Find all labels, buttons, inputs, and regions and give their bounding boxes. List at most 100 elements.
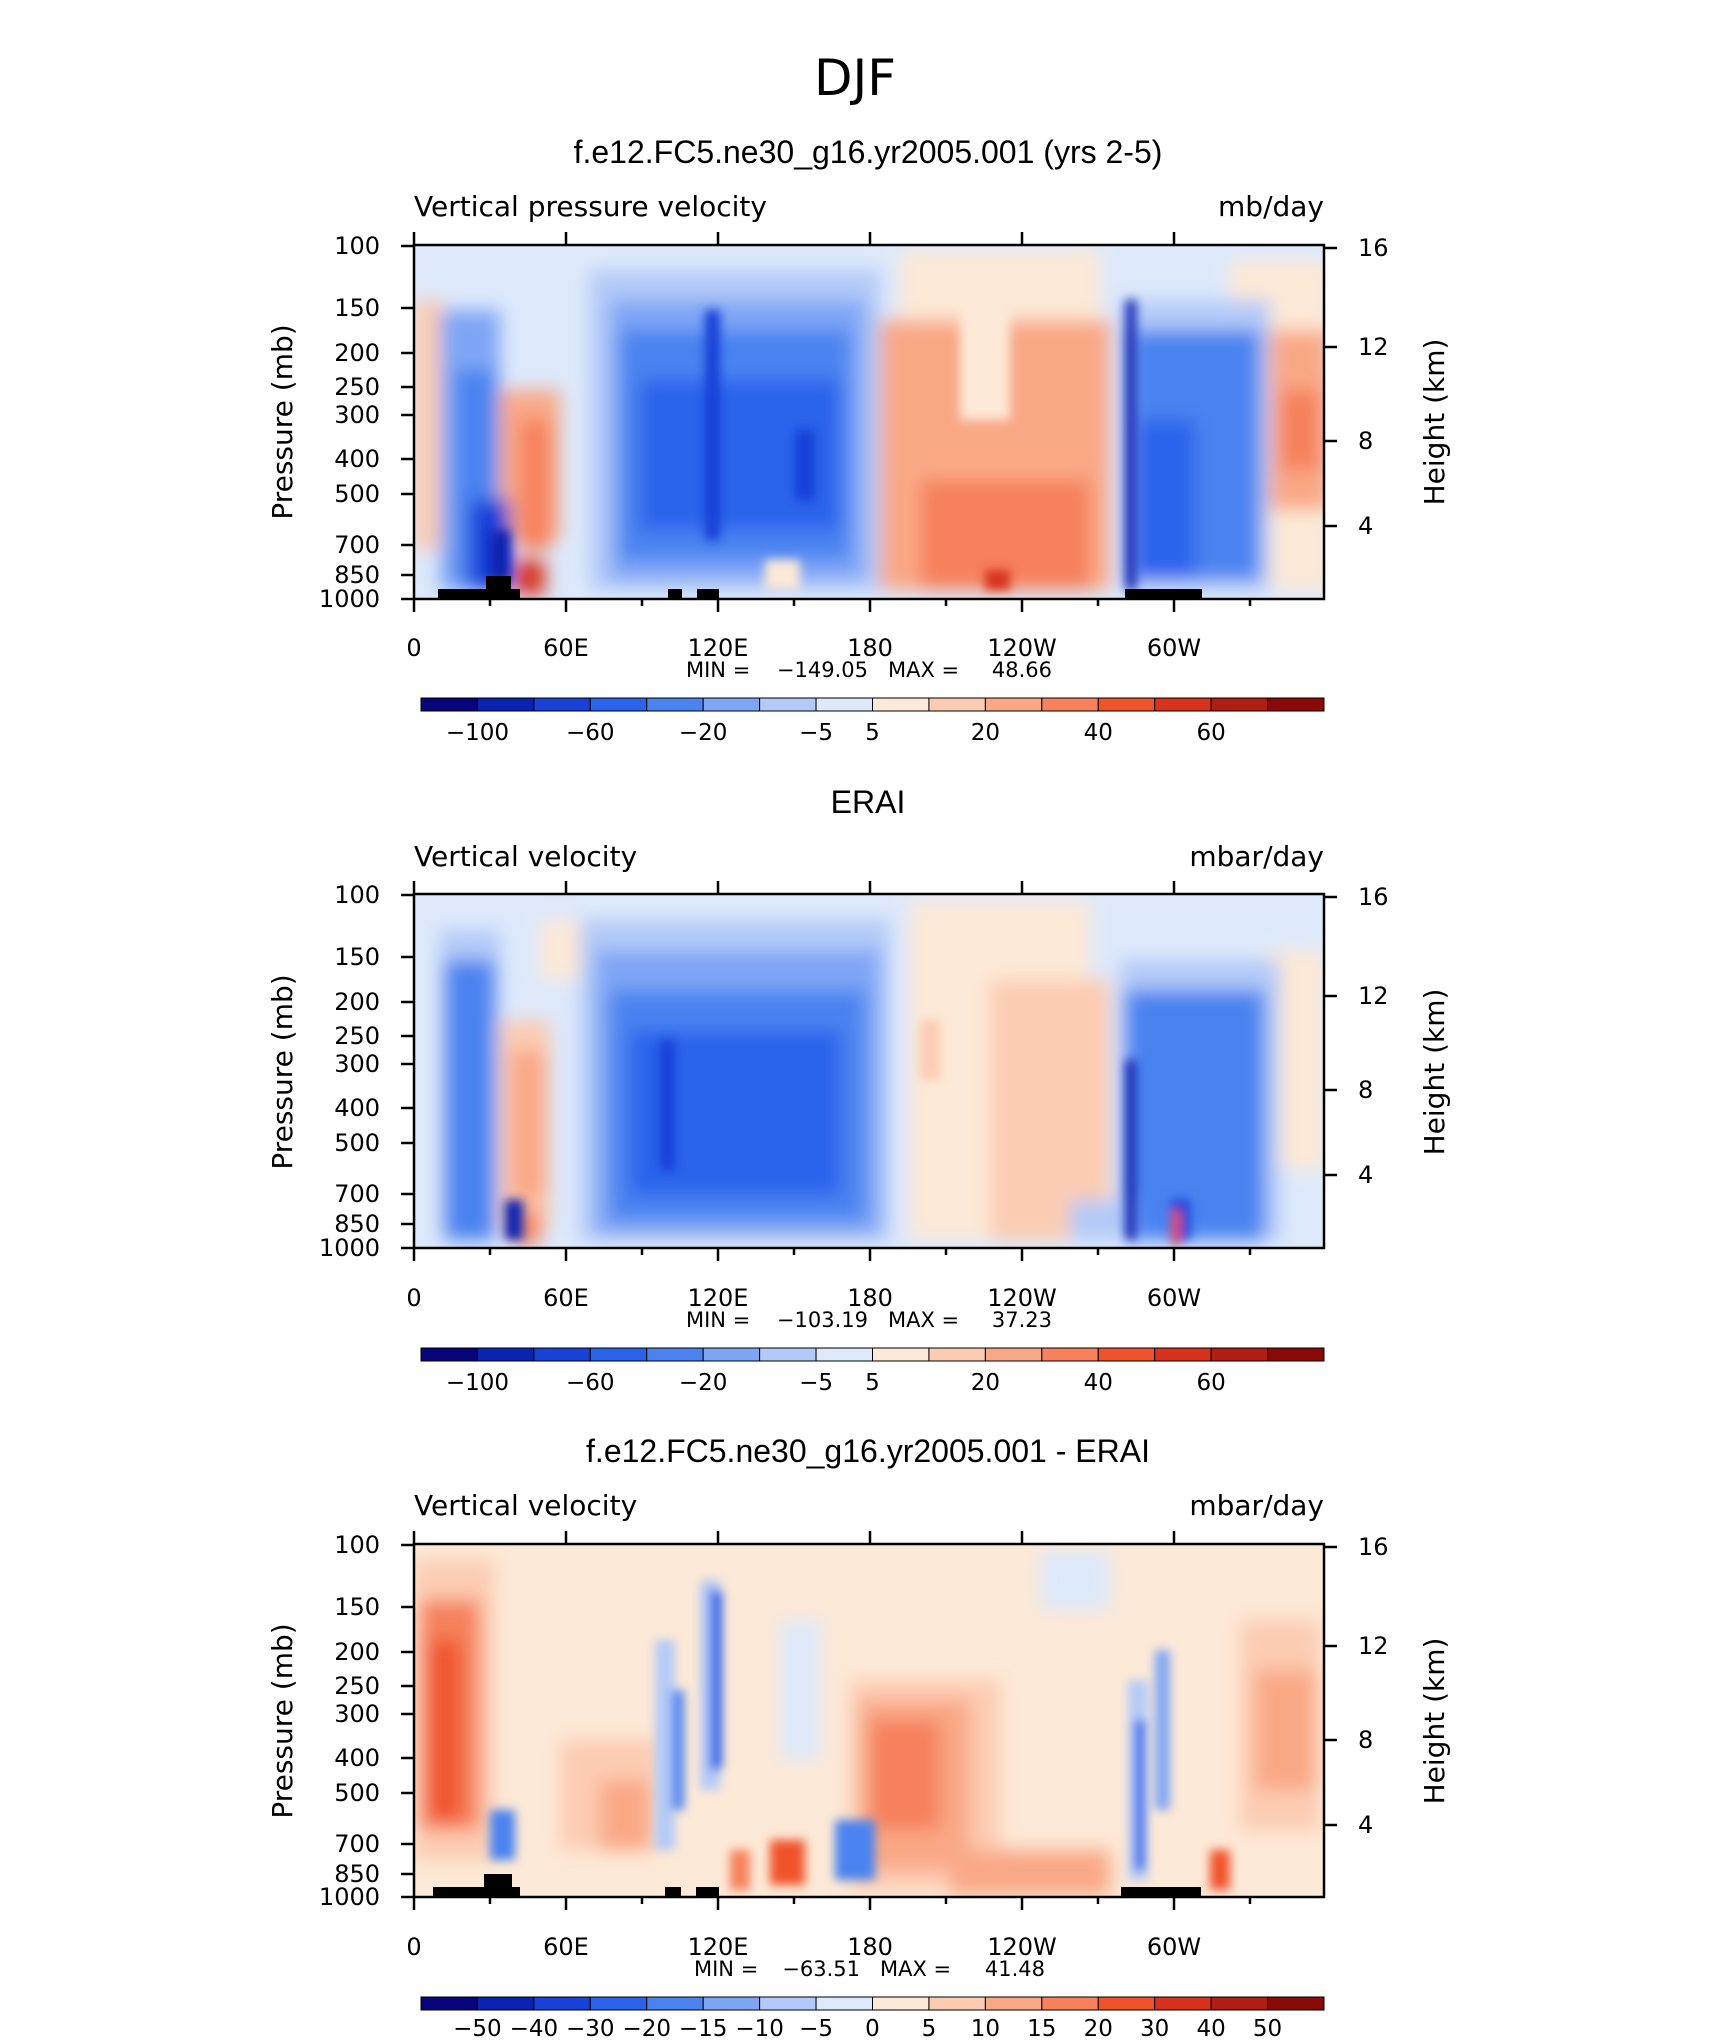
x-tick: 60W [1147,1933,1201,1961]
colorbar-swatch [420,1996,478,2011]
colorbar-label: 20 [971,720,1000,746]
height-tick: 4 [1358,1161,1373,1189]
colorbar: −100 −60 −20 −5 5 20 40 60 [420,697,1325,746]
panel-title: ERAI [831,784,906,820]
max-value: 37.23 [992,1308,1052,1332]
x-tick-labels: 0 60E 120E 180 120W 60W [406,1284,1201,1312]
colorbar-swatch [815,1347,873,1362]
colorbar-swatch [872,1996,930,2011]
figure-title: DJF [814,49,896,107]
variable-label: Vertical pressure velocity [414,190,767,223]
colorbar-swatch [476,1347,535,1362]
variable-label: Vertical velocity [414,1489,637,1522]
y-tick: 150 [334,294,380,322]
y-tick: 300 [334,401,380,429]
x-tick: 0 [406,1284,421,1312]
height-tick: 8 [1358,1076,1373,1104]
colorbar: −100 −60 −20 −5 5 20 40 60 [420,1347,1325,1396]
colorbar-label: −100 [446,720,509,746]
colorbar-swatch [1097,1996,1156,2011]
colorbar-swatch [872,697,930,712]
colorbar-label: 40 [1196,2016,1225,2038]
y-tick: 1000 [319,1883,380,1911]
colorbar-swatch [589,1347,648,1362]
colorbar-label: −5 [799,1370,833,1396]
min-value: −149.05 [777,658,868,682]
y-tick: 700 [334,531,380,559]
colorbar-label: −20 [679,720,728,746]
colorbar-swatch [533,697,591,712]
contour-field [414,894,1324,1248]
colorbar-label: 60 [1196,720,1225,746]
colorbar-label: 10 [971,2016,1000,2038]
colorbar-swatch [589,697,648,712]
y-tick: 850 [334,561,380,589]
height-tick: 16 [1358,883,1389,911]
colorbar-label: 5 [922,2016,937,2038]
min-label: MIN = [686,1308,750,1332]
colorbar-swatch [1097,1347,1156,1362]
height-tick: 16 [1358,234,1389,262]
x-tick: 60E [543,634,589,662]
units-label: mbar/day [1189,1489,1324,1522]
colorbar-swatch [646,697,704,712]
height-tick: 12 [1358,1632,1389,1660]
y-right-axis-label: Height (km) [1418,989,1451,1156]
colorbar-label: 0 [865,2016,880,2038]
axes [401,232,1337,612]
colorbar-swatch [815,1996,873,2011]
colorbar-label: −50 [453,2016,502,2038]
panel-title: f.e12.FC5.ne30_g16.yr2005.001 (yrs 2-5) [574,134,1163,170]
colorbar-label: 40 [1084,1370,1113,1396]
x-tick: 60E [543,1284,589,1312]
panel-model: f.e12.FC5.ne30_g16.yr2005.001 (yrs 2-5) … [266,134,1451,746]
colorbar-swatch [702,697,761,712]
colorbar: −50 −40 −30 −20 −15 −10 −5 0 5 10 15 20 30 40 50 [420,1996,1325,2042]
colorbar-swatch [1154,1996,1212,2011]
colorbar-swatch [646,1347,704,1362]
height-tick: 4 [1358,1811,1373,1839]
y-tick: 500 [334,1129,380,1157]
panel-title: f.e12.FC5.ne30_g16.yr2005.001 - ERAI [586,1433,1150,1469]
x-tick: 120E [688,1933,749,1961]
units-label: mb/day [1218,190,1324,223]
y-tick: 250 [334,1672,380,1700]
colorbar-label: −15 [679,2016,728,2038]
x-tick: 60W [1147,634,1201,662]
x-tick: 60E [543,1933,589,1961]
x-tick: 120E [688,1284,749,1312]
contour-field [414,1544,1324,1897]
colorbar-swatch [759,1347,817,1362]
colorbar-label: −30 [566,2016,615,2038]
colorbar-label: −20 [679,1370,728,1396]
y-tick: 300 [334,1700,380,1728]
colorbar-label: 40 [1084,720,1113,746]
y-tick: 700 [334,1830,380,1858]
colorbar-swatch [1041,1996,1099,2011]
units-label: mbar/day [1189,840,1324,873]
y-right-tick-labels: 16 12 8 4 [1358,883,1389,1189]
colorbar-swatch [759,1996,817,2011]
min-label: MIN = [686,658,750,682]
colorbar-swatch [1210,697,1269,712]
x-tick: 120E [688,634,749,662]
colorbar-swatch [759,697,817,712]
colorbar-label: 15 [1027,2016,1056,2038]
colorbar-label: −60 [566,720,615,746]
colorbar-swatch [1097,697,1156,712]
colorbar-label: −60 [566,1370,615,1396]
y-tick: 200 [334,988,380,1016]
y-tick: 700 [334,1180,380,1208]
axes [401,1531,1337,1910]
contour-field [414,245,1324,599]
min-value: −103.19 [777,1308,868,1332]
colorbar-swatch [872,1347,930,1362]
colorbar-swatch [984,1347,1043,1362]
height-tick: 12 [1358,333,1389,361]
y-right-axis-label: Height (km) [1418,339,1451,506]
colorbar-label: −5 [799,720,833,746]
colorbar-swatch [533,1996,591,2011]
min-max-stats: MIN = −63.51 MAX = 41.48 [694,1957,1045,1981]
colorbar-swatch [646,1996,704,2011]
